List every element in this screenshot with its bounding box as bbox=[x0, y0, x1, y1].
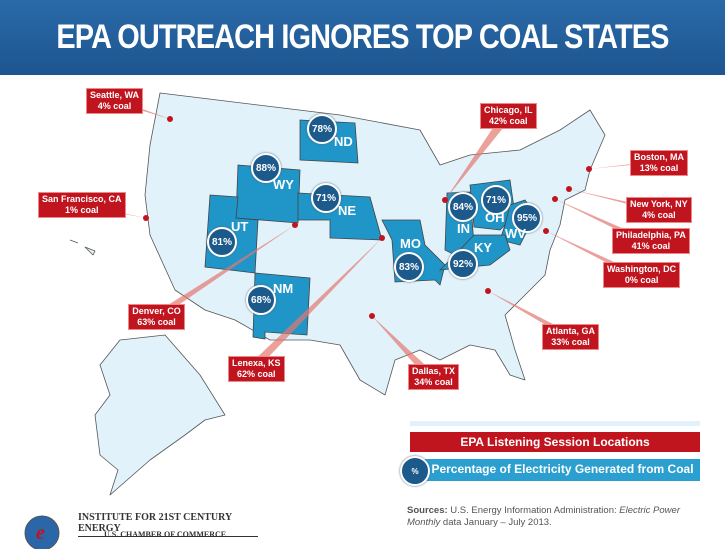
sources-publication: Electric Power Monthly bbox=[407, 505, 680, 528]
session-city: Chicago, IL bbox=[484, 105, 533, 115]
state-label-wv: WV bbox=[505, 226, 526, 241]
session-city: Lenexa, KS bbox=[232, 358, 281, 368]
session-coal: 41% coal bbox=[631, 241, 671, 251]
session-callout: New York, NY 4% coal bbox=[626, 197, 692, 223]
session-location-dot bbox=[292, 222, 298, 228]
legend-divider bbox=[410, 421, 700, 426]
sources-date: data January – July 2013. bbox=[440, 517, 552, 528]
session-coal: 33% coal bbox=[551, 337, 590, 347]
session-callout: Seattle, WA 4% coal bbox=[86, 88, 144, 114]
session-city: Denver, CO bbox=[132, 306, 181, 316]
callout-pointer bbox=[372, 316, 437, 376]
legend-percent: Percentage of Electricity Generated from… bbox=[425, 459, 700, 481]
coal-percent-ut: 81% bbox=[207, 227, 237, 257]
coal-percent-ky: 92% bbox=[448, 249, 478, 279]
session-city: Seattle, WA bbox=[90, 90, 140, 100]
session-callout: Atlanta, GA 33% coal bbox=[542, 324, 600, 350]
session-location-dot bbox=[379, 235, 385, 241]
session-coal: 0% coal bbox=[624, 275, 659, 285]
session-location-dot bbox=[442, 197, 448, 203]
session-city: Washington, DC bbox=[607, 264, 677, 274]
callout-pointer bbox=[150, 225, 295, 316]
session-callout: Chicago, IL 42% coal bbox=[480, 103, 537, 129]
institute-name: INSTITUTE FOR 21ST CENTURY ENERGY bbox=[78, 512, 258, 537]
session-location-dot bbox=[543, 228, 549, 234]
session-coal: 13% coal bbox=[639, 163, 679, 173]
session-location-dot bbox=[167, 116, 173, 122]
coal-percent-wv: 95% bbox=[512, 203, 542, 233]
callout-pointer bbox=[445, 115, 514, 200]
state-label-ne: NE bbox=[338, 203, 357, 218]
session-callout: Dallas, TX 34% coal bbox=[408, 364, 460, 390]
state-label-nd: ND bbox=[334, 134, 353, 149]
coal-percent-nm: 68% bbox=[246, 285, 276, 315]
state-label-in: IN bbox=[457, 221, 470, 236]
state-label-mo: MO bbox=[400, 236, 421, 251]
state-label-nm: NM bbox=[273, 281, 294, 296]
callout-pointer bbox=[246, 238, 382, 368]
page-title: EPA OUTREACH IGNORES TOP COAL STATES bbox=[56, 18, 669, 56]
session-city: New York, NY bbox=[630, 199, 688, 209]
coal-percent-wy: 88% bbox=[251, 153, 281, 183]
legend-percent-icon: % bbox=[400, 456, 430, 486]
sources-label: Sources: bbox=[407, 505, 448, 516]
session-callout: Denver, CO 63% coal bbox=[128, 304, 185, 330]
session-location-dot bbox=[566, 186, 572, 192]
coal-percent-in: 84% bbox=[448, 192, 478, 222]
session-city: San Francisco, CA bbox=[42, 194, 122, 204]
session-callout: San Francisco, CA 1% coal bbox=[38, 192, 126, 218]
session-city: Boston, MA bbox=[634, 152, 684, 162]
session-coal: 4% coal bbox=[97, 101, 132, 111]
hawaii bbox=[69, 239, 96, 256]
chamber-name: U.S. CHAMBER OF COMMERCE bbox=[104, 530, 227, 539]
session-callout: Philadelphia, PA 41% coal bbox=[612, 228, 690, 254]
session-coal: 42% coal bbox=[488, 116, 528, 126]
session-city: Philadelphia, PA bbox=[616, 230, 686, 240]
state-label-oh: OH bbox=[485, 210, 505, 225]
coal-percent-oh: 71% bbox=[481, 185, 511, 215]
state-label-ky: KY bbox=[474, 240, 493, 255]
coal-percent-ne: 71% bbox=[311, 183, 341, 213]
session-location-dot bbox=[369, 313, 375, 319]
svg-text:e: e bbox=[36, 522, 45, 544]
session-callout: Washington, DC 0% coal bbox=[603, 262, 681, 288]
state-label-ut: UT bbox=[231, 219, 249, 234]
institute-logo: e bbox=[24, 515, 60, 549]
sources-text: U.S. Energy Information Administration: bbox=[450, 505, 620, 516]
session-location-dot bbox=[586, 166, 592, 172]
session-coal: 1% coal bbox=[65, 205, 99, 215]
session-location-dot bbox=[552, 196, 558, 202]
alaska-outline bbox=[94, 334, 226, 496]
session-coal: 4% coal bbox=[642, 210, 676, 220]
session-city: Dallas, TX bbox=[412, 366, 456, 376]
coal-percent-nd: 78% bbox=[307, 114, 337, 144]
session-coal: 62% coal bbox=[237, 369, 276, 379]
session-callout: Lenexa, KS 62% coal bbox=[228, 356, 285, 382]
session-city: Atlanta, GA bbox=[546, 326, 596, 336]
coal-percent-mo: 83% bbox=[394, 252, 424, 282]
session-coal: 34% coal bbox=[414, 377, 453, 387]
session-location-dot bbox=[143, 215, 149, 221]
legend-sessions: EPA Listening Session Locations bbox=[410, 432, 700, 452]
session-location-dot bbox=[485, 288, 491, 294]
session-coal: 63% coal bbox=[137, 317, 176, 327]
session-callout: Boston, MA 13% coal bbox=[630, 150, 688, 176]
sources-note: Sources: U.S. Energy Information Adminis… bbox=[407, 505, 707, 529]
header-banner bbox=[0, 0, 725, 75]
state-label-wy: WY bbox=[273, 177, 294, 192]
